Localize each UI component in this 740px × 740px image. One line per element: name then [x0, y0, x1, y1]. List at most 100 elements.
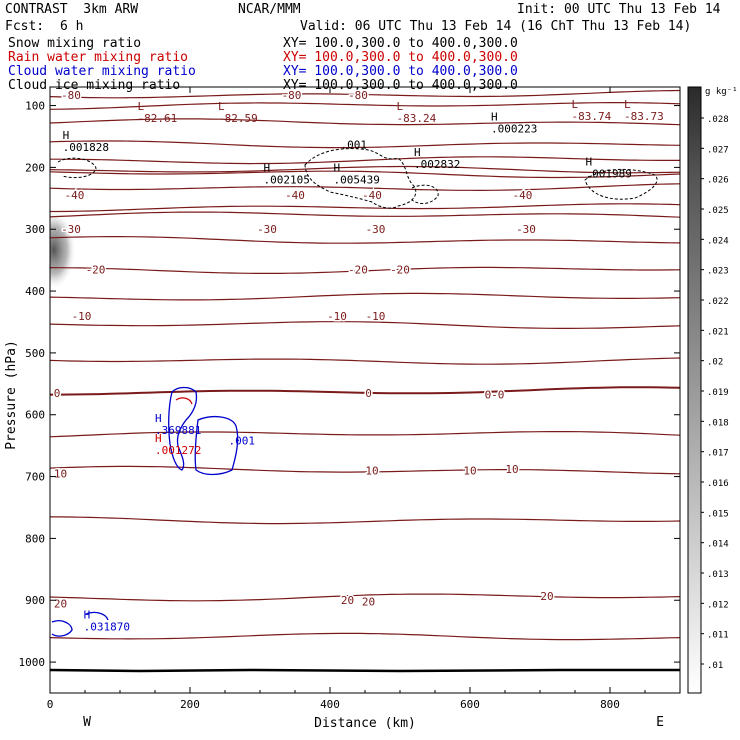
extremum-value: -82.61: [138, 112, 178, 125]
temperature-isotherms: [50, 89, 680, 641]
isotherm-label: -10: [72, 310, 92, 323]
extremum-value: -83.73: [624, 110, 664, 123]
valid-time: Valid: 06 UTC Thu 13 Feb 14 (16 ChT Thu …: [300, 19, 692, 34]
fcst-value: 6 h: [60, 19, 84, 34]
y-tick-label: 800: [25, 532, 45, 545]
colorbar-label: .02: [707, 358, 723, 368]
isotherm-line: [50, 140, 680, 149]
extremum-letter: H: [586, 155, 593, 168]
colorbar-ramp: [687, 86, 702, 694]
model-title: CONTRAST 3km ARW: [5, 2, 139, 17]
isotherm-line: [50, 165, 680, 174]
isotherm-line: [50, 386, 680, 396]
isotherm-line: [50, 118, 680, 126]
isotherm-label: -20: [390, 263, 410, 276]
contour-value-label: .001: [341, 139, 368, 152]
org-label: NCAR/MMM: [238, 2, 301, 17]
extremum-letter: H: [84, 609, 91, 622]
isotherm-label: -20: [86, 263, 106, 276]
isotherm-label: 20: [341, 594, 354, 607]
extremum-value: .000223: [491, 122, 537, 135]
isotherm-label: -10: [327, 310, 347, 323]
extremum-value: -82.59: [218, 112, 258, 125]
x-tick-label: 0: [47, 698, 54, 711]
colorbar-label: .013: [707, 570, 729, 580]
colorbar-label: .01: [707, 661, 723, 671]
colorbar-label: .025: [707, 206, 729, 216]
colorbar-label: .027: [707, 145, 729, 155]
isotherm-line: [50, 170, 680, 179]
isotherm-label: 10: [54, 467, 67, 480]
isotherm-label: -80: [282, 89, 302, 102]
colorbar-label: .023: [707, 267, 729, 277]
extremum-value: -83.74: [572, 110, 612, 123]
isotherm-line: [50, 211, 680, 218]
y-tick-label: 300: [25, 223, 45, 236]
y-tick-label: 900: [25, 594, 45, 607]
isotherm-label: 20: [362, 595, 375, 608]
x-tick-label: 600: [460, 698, 480, 711]
isotherm-line: [50, 516, 680, 525]
isotherm-line: [50, 321, 680, 329]
field-xy-cloud-ice: XY= 100.0,300.0 to 400.0,300.0: [283, 78, 518, 93]
extremum-value: -83.24: [397, 112, 437, 125]
colorbar-unit: g kg⁻¹: [705, 87, 738, 97]
plot-area: [50, 89, 680, 673]
colorbar-label: .018: [707, 418, 729, 428]
extremum-value: .001272: [155, 444, 201, 457]
colorbar-label: .024: [707, 236, 729, 246]
snow-contours: [57, 148, 658, 209]
isotherm-line: [50, 156, 680, 165]
isotherm-line: [50, 593, 680, 602]
cloud-water-contours: [51, 386, 239, 637]
y-tick-label: 1000: [19, 656, 46, 669]
field-name-snow: Snow mixing ratio: [8, 36, 142, 51]
isotherm-label: -10: [366, 310, 386, 323]
y-tick-label: 600: [25, 409, 45, 422]
isotherm-line: [50, 632, 680, 641]
y-tick-label: 700: [25, 471, 45, 484]
colorbar-label: .012: [707, 600, 729, 610]
contour-value-label: .001: [229, 435, 256, 448]
y-tick-label: 200: [25, 161, 45, 174]
isotherm-line: [50, 236, 680, 244]
colorbar-label: .017: [707, 449, 729, 459]
y-tick-label: 400: [25, 285, 45, 298]
rain-contour-a: [175, 397, 193, 405]
colorbar-label: .019: [707, 388, 729, 398]
colorbar-label: .016: [707, 479, 729, 489]
isotherm-label: 0: [365, 387, 372, 400]
extremum-value: .369881: [155, 424, 201, 437]
extremum-letter: L: [397, 100, 404, 113]
contour-labels: -80 -80 -80 -40 -40 -40 -40 -30 -30 -30 -30 -20 -20 -…: [52, 88, 664, 634]
isotherm-label: 20: [54, 597, 67, 610]
extremum-letter: H: [155, 412, 162, 425]
field-name-rain: Rain water mixing ratio: [8, 50, 189, 65]
snow-contour-left: [57, 157, 97, 179]
extremum-letter: L: [138, 100, 145, 113]
colorbar-label: .014: [707, 540, 729, 550]
isotherm-line: [50, 183, 680, 192]
isotherm-label: 10: [365, 464, 378, 477]
isotherm-label: -40: [362, 189, 382, 202]
isotherm-label: -80: [348, 89, 368, 102]
east-label: E: [656, 715, 664, 730]
isotherm-line: [50, 89, 680, 99]
ice-contour-upper: [411, 184, 439, 204]
shaded-mixing-ratio-patch: [50, 210, 76, 290]
isotherm-line: [50, 465, 680, 475]
colorbar-label: .011: [707, 631, 729, 641]
field-xy-rain: XY= 100.0,300.0 to 400.0,300.0: [283, 50, 518, 65]
isotherm-label: -30: [61, 223, 81, 236]
rain-contours: [175, 397, 193, 405]
field-name-cloud-ice: Cloud ice mixing ratio: [8, 78, 181, 93]
west-label: W: [83, 715, 91, 730]
isotherm-line: [50, 357, 680, 365]
isotherm-label: 0: [54, 387, 61, 400]
isotherm-label: -40: [65, 189, 85, 202]
isotherm-line: [50, 266, 680, 274]
isotherm-label: -40: [285, 189, 305, 202]
isotherm-line: [50, 203, 680, 213]
extremum-letter: H: [414, 146, 421, 159]
